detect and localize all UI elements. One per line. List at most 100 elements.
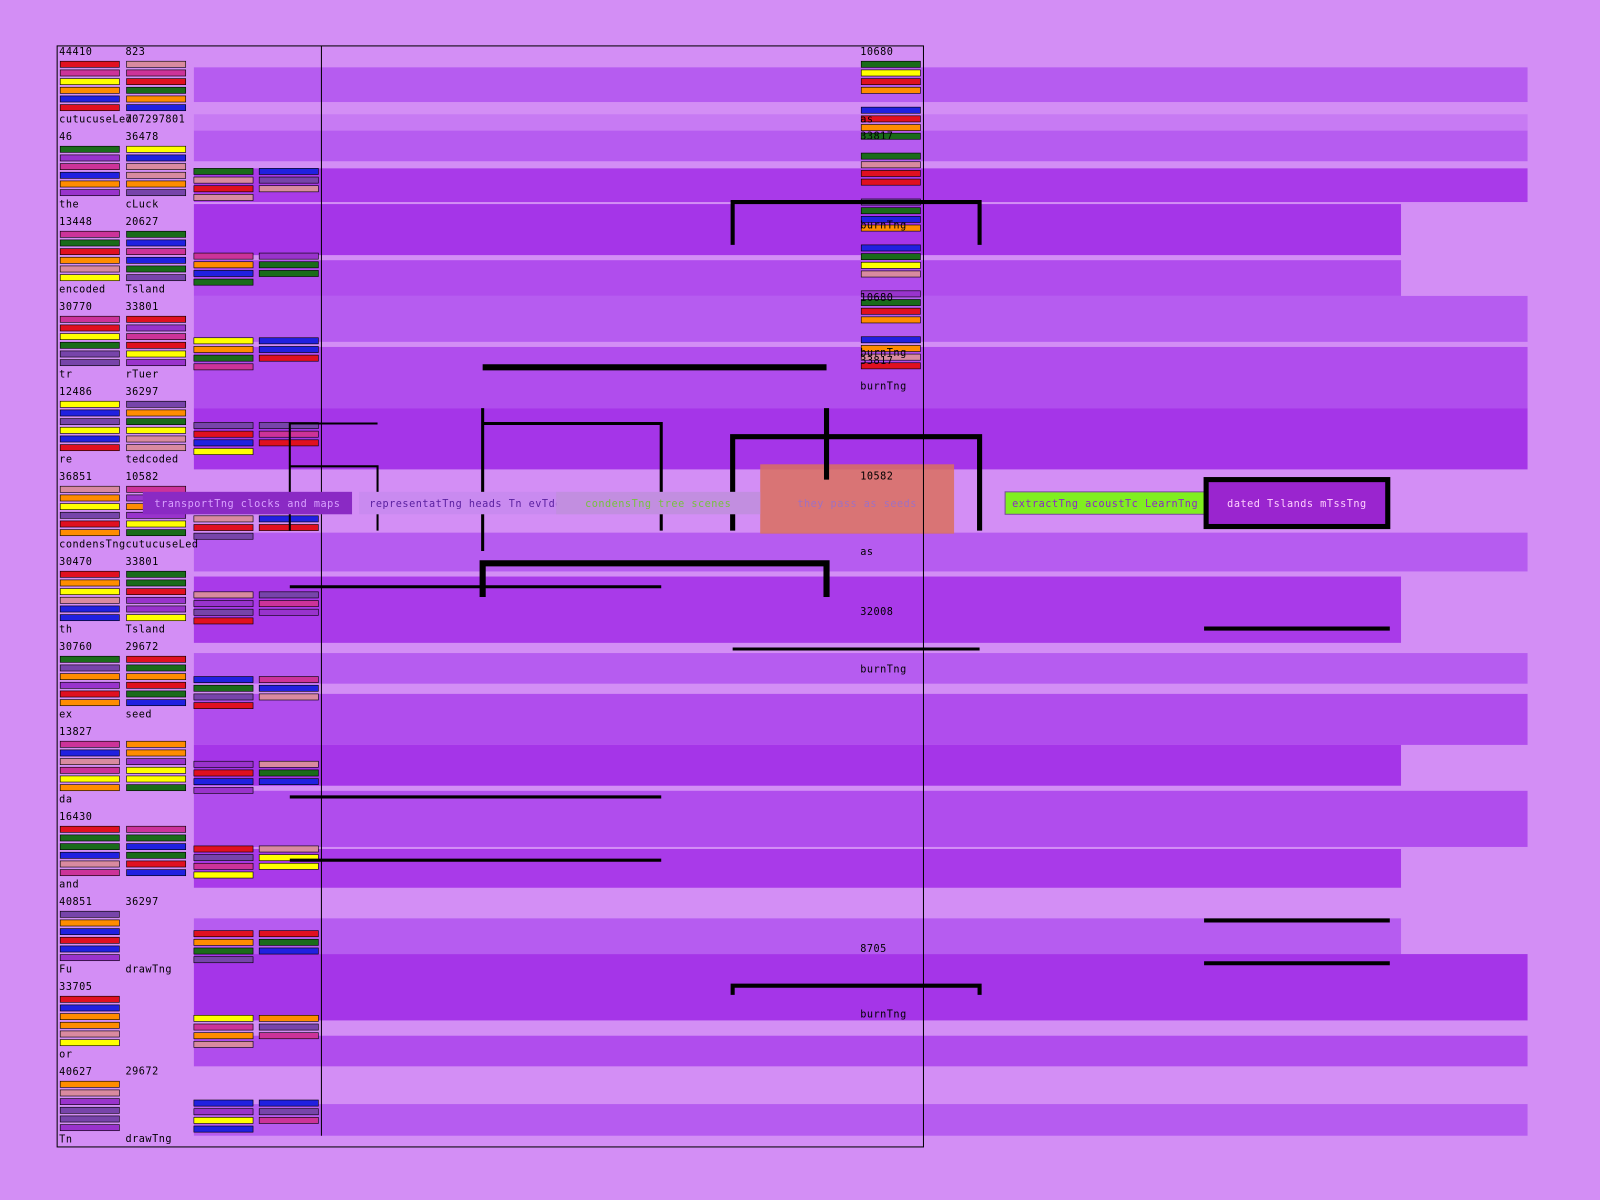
frame: [56, 45, 924, 1148]
stripe: [126, 614, 187, 622]
cell-value: 10680: [860, 293, 893, 304]
stripe: [59, 230, 120, 238]
band: [193, 744, 1402, 786]
band: [193, 790, 1528, 847]
stripe: [193, 676, 254, 683]
stripe: [126, 274, 187, 282]
stripe: [59, 350, 120, 358]
stripe: [59, 435, 120, 443]
stripe: [59, 843, 120, 851]
stripe: [126, 681, 187, 689]
stripe: [126, 341, 187, 349]
cell-value: 10680: [860, 47, 893, 58]
stripe: [126, 655, 187, 663]
cell-label: tedcoded: [126, 454, 179, 465]
cell-label: 707297801: [126, 114, 186, 125]
stripe: [126, 869, 187, 877]
stripe: [126, 104, 187, 112]
cell-label: Tn: [59, 1134, 72, 1145]
stripe: [126, 359, 187, 367]
stripe: [59, 511, 120, 519]
stripe: [126, 230, 187, 238]
stripe: [126, 145, 187, 153]
cell-label: rTuer: [126, 369, 159, 380]
stripe: [193, 947, 254, 955]
cell-value: 36851: [59, 472, 92, 483]
cell-value: 33817: [860, 356, 893, 367]
stripe: [258, 600, 319, 607]
stripe: [258, 346, 319, 353]
stripe: [59, 766, 120, 774]
cell-label: or: [59, 1049, 72, 1060]
stripe: [126, 673, 187, 680]
stripe: [59, 1021, 120, 1029]
stripe: [860, 78, 921, 85]
cell-value: 12486: [59, 387, 92, 398]
cell-value: 20627: [126, 217, 159, 228]
stripe: [59, 775, 120, 783]
cell-label: th: [59, 624, 72, 635]
cell-label: the: [59, 199, 79, 210]
stripe: [59, 104, 120, 112]
stripe: [258, 1099, 319, 1107]
stripe: [258, 1015, 319, 1022]
stripe: [193, 1125, 254, 1133]
stripe: [258, 778, 319, 785]
cell-value: 30470: [59, 557, 92, 568]
stripe: [59, 145, 120, 153]
band: [193, 653, 1528, 684]
stripe: [860, 124, 921, 131]
stripe: [193, 354, 254, 362]
band: [193, 204, 1402, 256]
band: [193, 918, 1402, 955]
stripe: [860, 270, 921, 278]
stripe: [59, 78, 120, 85]
stripe: [193, 194, 254, 201]
stripe: [59, 588, 120, 595]
stripe: [193, 684, 254, 692]
stripe: [59, 995, 120, 1003]
stripe: [860, 224, 921, 232]
stripe: [258, 1023, 319, 1031]
stripe: [59, 274, 120, 282]
stripe: [59, 910, 120, 918]
stripe: [193, 956, 254, 964]
stripe: [126, 409, 187, 417]
stripe: [126, 485, 187, 493]
stripe: [860, 60, 921, 68]
stripe: [258, 185, 319, 193]
stripe: [126, 834, 187, 842]
stripe: [193, 617, 254, 625]
stripe: [59, 570, 120, 578]
band: [193, 67, 1528, 103]
cell-value: 29672: [126, 642, 159, 653]
stripe: [860, 170, 921, 177]
stripe: [126, 400, 187, 408]
stripe: [126, 740, 187, 748]
stripe: [59, 690, 120, 698]
stripe: [193, 346, 254, 353]
stripe: [193, 252, 254, 260]
tag-label: representatTng heads Tn evTdence: [369, 499, 582, 510]
cell-label: burnTng: [860, 664, 907, 675]
stripe: [258, 1032, 319, 1040]
stripe: [126, 860, 187, 868]
highlight: [760, 464, 955, 534]
cell-label: cLuck: [126, 199, 159, 210]
tag-label: transportTng clocks and maps: [154, 499, 340, 510]
tag-label: extractTng acoustTc LearnTng: [1012, 499, 1198, 510]
stripe: [126, 69, 187, 77]
band: [193, 260, 1402, 296]
stripe: [860, 132, 921, 140]
stripe: [193, 845, 254, 853]
stripe: [126, 529, 187, 537]
stripe: [258, 608, 319, 616]
stripe: [59, 681, 120, 689]
stripe: [59, 426, 120, 434]
cell-value: 30760: [59, 642, 92, 653]
stripe: [126, 86, 187, 94]
stripe: [126, 766, 187, 774]
stripe: [193, 862, 254, 870]
stripe: [59, 400, 120, 408]
